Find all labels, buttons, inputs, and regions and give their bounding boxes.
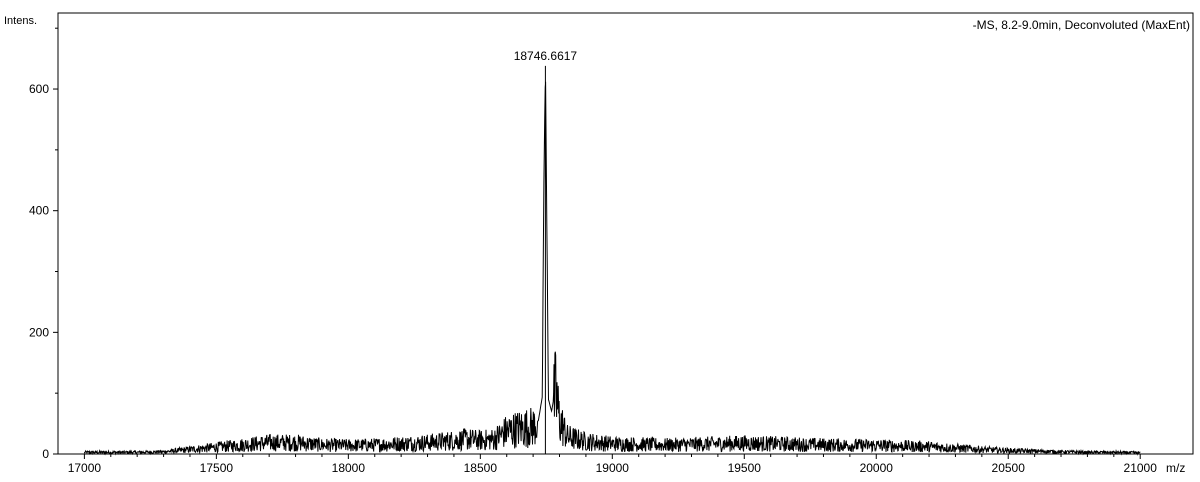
y-tick-label: 200 [29, 325, 49, 339]
x-tick-label: 17500 [200, 461, 234, 475]
axes: 17000 17500 18000 18500 19000 19500 20000 20500… [29, 27, 1158, 475]
x-tick-label: 17000 [68, 461, 102, 475]
x-tick-label: 19500 [728, 461, 762, 475]
x-tick-label: 20000 [860, 461, 894, 475]
x-axis-label: m/z [1166, 461, 1185, 475]
peak-label: 18746.6617 [514, 49, 578, 63]
chart-title: -MS, 8.2-9.0min, Deconvoluted (MaxEnt) [973, 18, 1190, 32]
x-tick-label: 21000 [1124, 461, 1158, 475]
y-tick-label: 400 [29, 204, 49, 218]
plot-frame [57, 12, 1194, 455]
x-tick-label: 18500 [464, 461, 498, 475]
x-tick-label: 20500 [992, 461, 1026, 475]
y-tick-label: 600 [29, 82, 49, 96]
x-tick-label: 18000 [332, 461, 366, 475]
spectrum-trace [83, 65, 1141, 456]
y-axis-label: Intens. [4, 15, 37, 27]
x-tick-label: 19000 [596, 461, 630, 475]
y-tick-label: 0 [42, 447, 49, 461]
